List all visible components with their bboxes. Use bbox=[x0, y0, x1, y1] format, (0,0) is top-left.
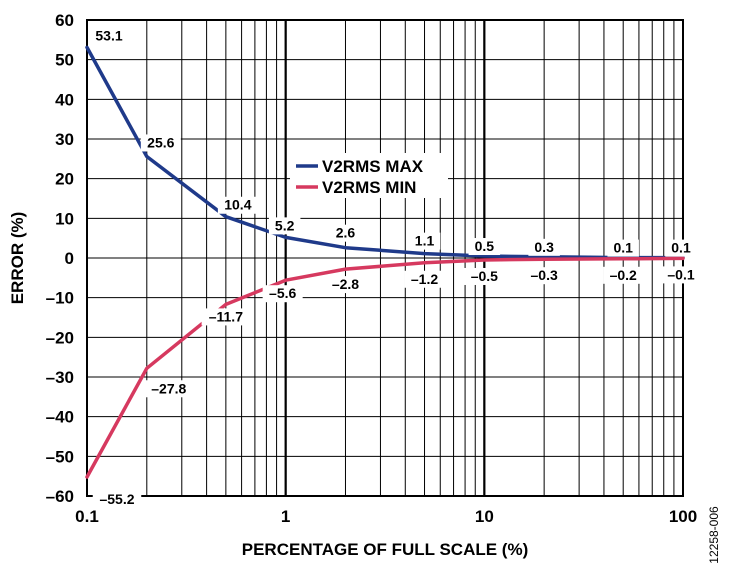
y-tick-labels: 60 50 40 30 20 10 0 –10 –20 –30 –40 –50 –60 bbox=[46, 11, 74, 506]
legend: V2RMS MAX V2RMS MIN bbox=[290, 153, 448, 198]
y-tick-label: –60 bbox=[46, 487, 74, 506]
data-label-bg bbox=[661, 266, 701, 284]
y-tick-label: 10 bbox=[55, 209, 74, 228]
data-label-min: –11.7 bbox=[209, 308, 243, 324]
data-label-min: –2.8 bbox=[332, 276, 359, 292]
data-label-max: 0.5 bbox=[475, 238, 495, 254]
data-label-max: 53.1 bbox=[95, 27, 122, 43]
data-label-bg bbox=[665, 239, 697, 257]
data-label-max: 10.4 bbox=[224, 197, 251, 213]
legend-label: V2RMS MAX bbox=[322, 157, 424, 176]
y-tick-label: 50 bbox=[55, 51, 74, 70]
x-tick-label: 0.1 bbox=[75, 507, 99, 526]
data-label-bg bbox=[528, 238, 560, 256]
y-tick-label: 40 bbox=[55, 90, 74, 109]
y-tick-label: –10 bbox=[46, 289, 74, 308]
y-tick-label: 0 bbox=[65, 249, 74, 268]
series-line-min bbox=[85, 256, 685, 479]
y-tick-label: 60 bbox=[55, 11, 74, 30]
data-label-bg bbox=[144, 380, 194, 398]
x-axis-title: PERCENTAGE OF FULL SCALE (%) bbox=[242, 540, 529, 559]
data-label-bg bbox=[404, 270, 445, 288]
data-label-bg bbox=[201, 308, 251, 326]
series-lines bbox=[85, 45, 685, 479]
data-label-min: –1.2 bbox=[411, 271, 438, 287]
y-tick-label: –30 bbox=[46, 368, 74, 387]
data-label-bg bbox=[607, 239, 639, 257]
data-label-min: –5.6 bbox=[269, 285, 296, 301]
x-tick-label: 1 bbox=[281, 507, 290, 526]
y-tick-label: –20 bbox=[46, 328, 74, 347]
data-label-bg bbox=[89, 27, 129, 45]
x-tick-label: 100 bbox=[669, 507, 697, 526]
legend-label: V2RMS MIN bbox=[322, 178, 416, 197]
data-label-min: –0.3 bbox=[531, 267, 558, 283]
x-tick-labels: 0.1 1 10 100 bbox=[75, 507, 697, 526]
data-label-bg bbox=[468, 238, 501, 256]
y-tick-label: –40 bbox=[46, 408, 74, 427]
y-tick-label: 30 bbox=[55, 130, 74, 149]
data-label-min: –55.2 bbox=[99, 491, 134, 507]
data-label-bg bbox=[408, 232, 441, 250]
data-labels: 53.1 25.6 10.4 5.2 2.6 1.1 0.5 0.3 0.1 0.1 –55.2 –2… bbox=[89, 27, 701, 508]
data-label-bg bbox=[140, 134, 181, 152]
data-label-max: 5.2 bbox=[275, 217, 295, 233]
data-label-bg bbox=[217, 196, 258, 214]
data-label-min: –0.5 bbox=[471, 268, 498, 284]
data-label-bg bbox=[262, 285, 303, 303]
data-label-max: 2.6 bbox=[336, 225, 356, 241]
data-label-bg bbox=[92, 490, 142, 508]
data-label-max: 25.6 bbox=[147, 134, 174, 150]
data-label-max: 0.3 bbox=[534, 239, 554, 255]
figure-id: 12258-006 bbox=[707, 506, 721, 564]
y-axis-title: ERROR (%) bbox=[8, 212, 27, 305]
data-label-bg bbox=[603, 266, 644, 284]
data-label-max: 0.1 bbox=[671, 240, 691, 256]
series-line-max bbox=[85, 45, 685, 260]
data-label-max: 0.1 bbox=[613, 240, 633, 256]
y-tick-label: –50 bbox=[46, 447, 74, 466]
data-label-bg bbox=[524, 267, 565, 285]
legend-bg bbox=[290, 153, 448, 198]
data-label-max: 1.1 bbox=[415, 233, 435, 249]
data-label-bg bbox=[329, 224, 362, 242]
data-label-bg bbox=[464, 267, 505, 285]
data-label-min: –0.2 bbox=[610, 267, 637, 283]
data-label-bg bbox=[268, 217, 301, 235]
y-tick-label: 20 bbox=[55, 170, 74, 189]
data-label-bg bbox=[325, 276, 366, 294]
data-label-min: –0.1 bbox=[667, 266, 694, 282]
x-tick-label: 10 bbox=[475, 507, 494, 526]
data-label-min: –27.8 bbox=[151, 380, 186, 396]
